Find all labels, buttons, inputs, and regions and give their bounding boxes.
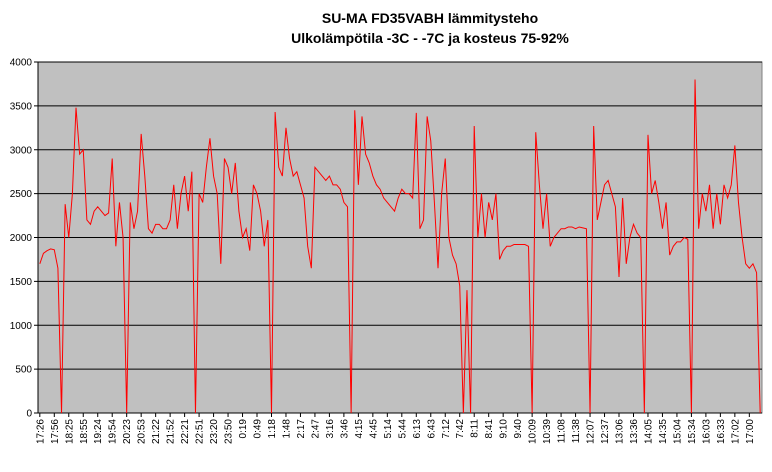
x-tick-label: 18:55 xyxy=(79,419,90,444)
x-tick-label: 14:05 xyxy=(643,419,654,444)
y-tick-label: 2500 xyxy=(10,189,33,200)
x-tick-label: 17:56 xyxy=(50,419,61,444)
x-tick-label: 13:06 xyxy=(615,419,626,444)
x-tick-label: 3:46 xyxy=(339,419,350,439)
x-tick-label: 23:50 xyxy=(224,419,235,444)
x-tick-label: 13:36 xyxy=(629,419,640,444)
x-tick-label: 21:22 xyxy=(151,419,162,444)
y-tick-label: 500 xyxy=(15,365,32,376)
x-tick-label: 17:00 xyxy=(745,419,756,444)
x-tick-label: 19:54 xyxy=(108,419,119,444)
x-tick-label: 11:38 xyxy=(571,419,582,444)
x-tick-label: 20:23 xyxy=(122,419,133,444)
x-tick-label: 8:41 xyxy=(484,419,495,439)
x-tick-label: 14:35 xyxy=(658,419,669,444)
chart-subtitle: Ulkolämpötila -3C - -7C ja kosteus 75-92… xyxy=(291,30,569,46)
x-tick-label: 8:11 xyxy=(470,419,481,438)
x-tick-label: 7:42 xyxy=(455,419,466,439)
x-tick-label: 17:26 xyxy=(35,419,46,444)
x-tick-label: 23:20 xyxy=(209,419,220,444)
y-tick-label: 3500 xyxy=(10,101,33,112)
x-tick-label: 12:37 xyxy=(600,419,611,444)
data-line xyxy=(39,79,761,414)
y-tick-label: 1000 xyxy=(10,321,33,332)
x-tick-label: 3:16 xyxy=(325,419,336,439)
x-tick-label: 15:34 xyxy=(687,419,698,444)
chart-title: SU-MA FD35VABH lämmitysteho xyxy=(322,10,538,26)
x-tick-label: 9:40 xyxy=(513,419,524,439)
x-tick-label: 1:18 xyxy=(267,419,278,439)
x-tick-label: 22:51 xyxy=(195,419,206,444)
x-tick-label: 6:13 xyxy=(412,419,423,439)
y-tick-label: 4000 xyxy=(10,58,33,69)
x-tick-label: 12:07 xyxy=(586,419,597,444)
x-tick-label: 4:15 xyxy=(354,419,365,439)
x-tick-label: 2:17 xyxy=(296,419,307,439)
x-tick-label: 16:33 xyxy=(716,419,727,444)
y-tick-label: 2000 xyxy=(10,233,33,244)
x-tick-label: 11:08 xyxy=(557,419,568,444)
y-tick-label: 1500 xyxy=(10,277,33,288)
x-tick-label: 4:45 xyxy=(368,419,379,439)
x-tick-label: 2:47 xyxy=(310,419,321,439)
x-tick-label: 16:03 xyxy=(701,419,712,444)
x-tick-label: 0:49 xyxy=(253,419,264,439)
x-tick-label: 6:43 xyxy=(426,419,437,439)
x-tick-label: 5:44 xyxy=(397,419,408,439)
x-tick-label: 10:09 xyxy=(528,419,539,444)
y-tick-label: 3000 xyxy=(10,145,33,156)
x-tick-label: 1:48 xyxy=(281,419,292,439)
x-tick-label: 0:19 xyxy=(238,419,249,439)
x-tick-label: 20:53 xyxy=(137,419,148,444)
x-tick-label: 22:21 xyxy=(180,419,191,444)
x-tick-label: 17:02 xyxy=(730,419,741,444)
y-tick-label: 0 xyxy=(26,409,32,420)
x-tick-label: 18:25 xyxy=(64,419,75,444)
x-tick-label: 19:24 xyxy=(93,419,104,444)
x-tick-label: 5:14 xyxy=(383,419,394,439)
x-tick-label: 10:39 xyxy=(542,419,553,444)
x-tick-label: 9:10 xyxy=(499,419,510,439)
x-tick-label: 7:12 xyxy=(441,419,452,439)
x-tick-label: 15:04 xyxy=(672,419,683,444)
x-tick-label: 21:52 xyxy=(166,419,177,444)
